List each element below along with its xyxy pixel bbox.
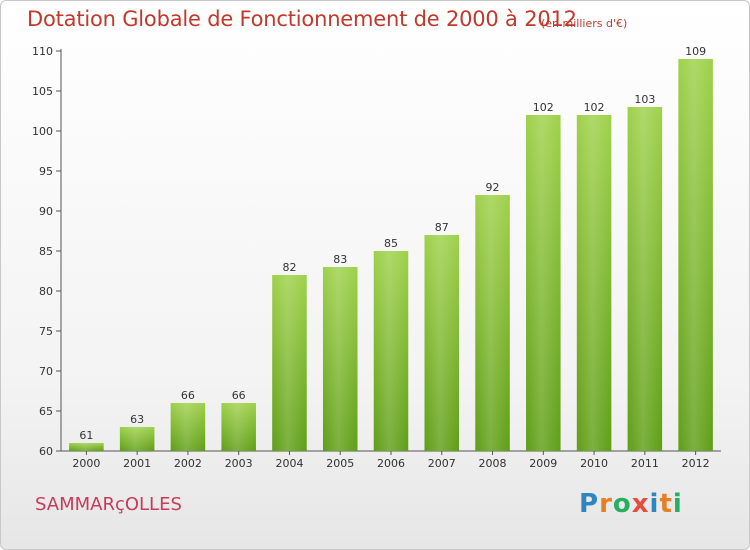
bar-shine xyxy=(475,195,510,451)
chart-bars xyxy=(69,59,713,451)
bar-shine xyxy=(526,115,561,451)
x-tick-label: 2012 xyxy=(682,457,710,470)
x-tick-label: 2003 xyxy=(225,457,253,470)
bar-value-label: 87 xyxy=(435,221,449,234)
x-tick-label: 2010 xyxy=(580,457,608,470)
x-tick-label: 2004 xyxy=(275,457,303,470)
bar-value-label: 82 xyxy=(282,261,296,274)
x-tick-label: 2000 xyxy=(72,457,100,470)
bar-value-label: 66 xyxy=(181,389,195,402)
y-tick-label: 105 xyxy=(32,85,53,98)
y-tick-label: 80 xyxy=(39,285,53,298)
y-tick-label: 70 xyxy=(39,365,53,378)
chart-value-labels: 61 63 66 66 82 83 85 87 92 102 102 103 109 xyxy=(79,45,706,442)
logo-letter: x xyxy=(631,489,650,519)
bar-shine xyxy=(373,251,409,451)
bar-value-label: 103 xyxy=(634,93,655,106)
logo-letter: o xyxy=(612,489,632,519)
chart-title: Dotation Globale de Fonctionnement de 20… xyxy=(27,7,577,31)
bar-shine xyxy=(576,115,612,451)
bar-value-label: 109 xyxy=(685,45,706,58)
bar-shine xyxy=(627,107,663,451)
y-tick-label: 100 xyxy=(32,125,53,138)
bar-shine xyxy=(69,443,104,451)
x-tick-label: 2005 xyxy=(326,457,354,470)
x-tick-label: 2011 xyxy=(631,457,659,470)
logo-letter: P xyxy=(579,489,600,519)
y-tick-label: 85 xyxy=(39,245,53,258)
bar-shine xyxy=(322,267,358,451)
bar-shine xyxy=(221,403,256,451)
bar-shine xyxy=(678,59,713,451)
x-tick-label: 2007 xyxy=(428,457,456,470)
proxiti-logo: Proxiti xyxy=(579,489,683,519)
bar-value-label: 63 xyxy=(130,413,144,426)
y-tick-label: 110 xyxy=(32,45,53,58)
bar-shine xyxy=(424,235,460,451)
bar-value-label: 83 xyxy=(333,253,347,266)
bar-shine xyxy=(272,275,307,451)
bar-value-label: 102 xyxy=(533,101,554,114)
logo-letter: i xyxy=(672,489,683,519)
x-tick-label: 2008 xyxy=(479,457,507,470)
y-tick-label: 95 xyxy=(39,165,53,178)
bar-value-label: 61 xyxy=(79,429,93,442)
bar-value-label: 66 xyxy=(232,389,246,402)
x-tick-label: 2009 xyxy=(529,457,557,470)
bar-value-label: 102 xyxy=(584,101,605,114)
commune-name: SAMMARçOLLES xyxy=(35,494,182,515)
chart-axes: 60 65 70 75 80 85 90 95 100 105 110 2000 2001 2002 200… xyxy=(32,45,721,470)
bar-shine xyxy=(119,427,155,451)
x-tick-label: 2006 xyxy=(377,457,405,470)
y-tick-label: 65 xyxy=(39,405,53,418)
y-tick-label: 90 xyxy=(39,205,53,218)
bar-value-label: 85 xyxy=(384,237,398,250)
logo-letter: i xyxy=(649,489,660,519)
y-tick-label: 60 xyxy=(39,445,53,458)
x-tick-label: 2002 xyxy=(174,457,202,470)
logo-letter: r xyxy=(599,489,613,519)
chart-subtitle: (en milliers d'€) xyxy=(541,17,628,30)
y-tick-label: 75 xyxy=(39,325,53,338)
bar-shine xyxy=(170,403,206,451)
x-tick-label: 2001 xyxy=(123,457,151,470)
logo-letter: t xyxy=(659,489,673,519)
bar-value-label: 92 xyxy=(486,181,500,194)
